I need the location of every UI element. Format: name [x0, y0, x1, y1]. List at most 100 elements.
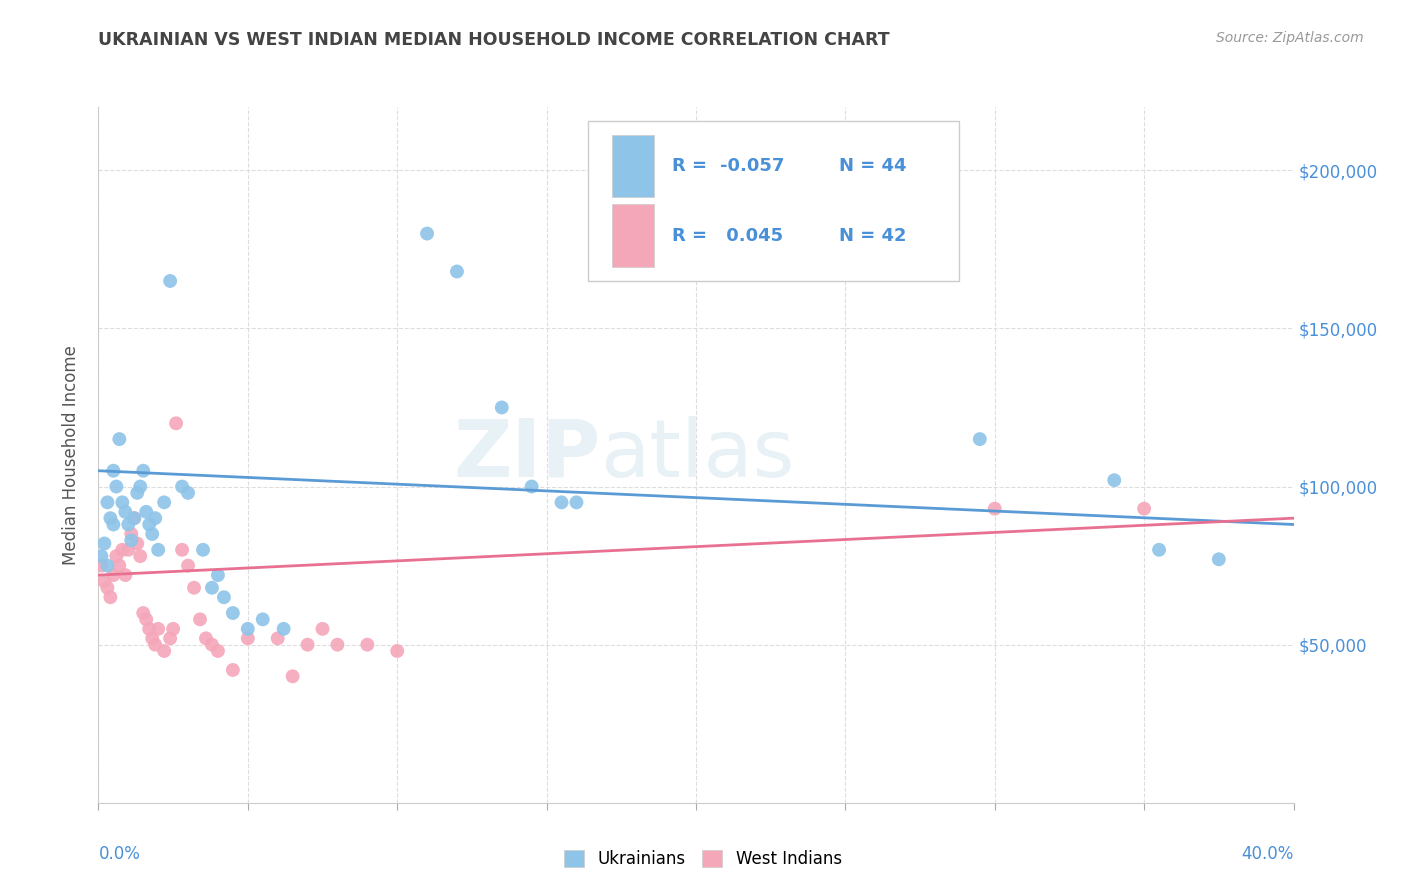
- Point: [195, 632, 218, 646]
- Text: N = 44: N = 44: [839, 157, 907, 175]
- Point: [114, 568, 136, 582]
- Point: [103, 568, 125, 582]
- Point: [108, 432, 131, 446]
- Point: [416, 227, 439, 241]
- Point: [138, 517, 160, 532]
- Point: [90, 558, 112, 573]
- Point: [273, 622, 295, 636]
- Point: [100, 511, 122, 525]
- Point: [143, 638, 166, 652]
- Point: [201, 581, 224, 595]
- Point: [172, 542, 194, 557]
- Point: [191, 542, 214, 557]
- Point: [159, 632, 181, 646]
- Point: [117, 542, 139, 557]
- Point: [281, 669, 304, 683]
- Text: ZIP: ZIP: [453, 416, 600, 494]
- Point: [108, 558, 131, 573]
- Point: [326, 638, 349, 652]
- Point: [267, 632, 290, 646]
- Point: [165, 417, 187, 431]
- Text: R =: R =: [672, 157, 713, 175]
- Point: [124, 511, 146, 525]
- Point: [132, 606, 155, 620]
- Point: [135, 612, 157, 626]
- Point: [1147, 542, 1170, 557]
- Point: [207, 644, 229, 658]
- Point: [297, 638, 319, 652]
- Point: [143, 511, 166, 525]
- Point: [162, 622, 184, 636]
- Point: [93, 574, 115, 589]
- Point: [491, 401, 513, 415]
- Point: [1104, 473, 1126, 487]
- Point: [201, 638, 224, 652]
- Point: [141, 527, 163, 541]
- Point: [177, 558, 200, 573]
- Point: [188, 612, 211, 626]
- Point: [90, 549, 112, 563]
- Point: [520, 479, 543, 493]
- FancyBboxPatch shape: [613, 135, 654, 197]
- Point: [96, 495, 118, 509]
- Point: [96, 581, 118, 595]
- Point: [93, 536, 115, 550]
- Text: N = 42: N = 42: [839, 227, 907, 244]
- Point: [103, 464, 125, 478]
- Point: [114, 505, 136, 519]
- Point: [172, 479, 194, 493]
- Point: [252, 612, 274, 626]
- Point: [385, 644, 409, 658]
- Point: [141, 632, 163, 646]
- Point: [207, 568, 229, 582]
- Point: [127, 536, 149, 550]
- Text: 0.045: 0.045: [720, 227, 783, 244]
- Text: 0.0%: 0.0%: [98, 845, 141, 863]
- Point: [124, 511, 146, 525]
- FancyBboxPatch shape: [588, 121, 959, 281]
- Text: atlas: atlas: [600, 416, 794, 494]
- Point: [1208, 552, 1230, 566]
- Point: [222, 606, 245, 620]
- Point: [984, 501, 1007, 516]
- Point: [105, 549, 128, 563]
- Point: [969, 432, 991, 446]
- Point: [138, 622, 160, 636]
- Point: [111, 495, 134, 509]
- Point: [148, 622, 170, 636]
- Point: [446, 264, 468, 278]
- Legend: Ukrainians, West Indians: Ukrainians, West Indians: [558, 843, 848, 875]
- Point: [132, 464, 155, 478]
- Point: [120, 533, 142, 548]
- Point: [177, 486, 200, 500]
- Point: [236, 622, 259, 636]
- Point: [565, 495, 588, 509]
- Point: [117, 517, 139, 532]
- Point: [550, 495, 572, 509]
- Text: 40.0%: 40.0%: [1241, 845, 1294, 863]
- Point: [129, 479, 152, 493]
- Point: [105, 479, 128, 493]
- Text: UKRAINIAN VS WEST INDIAN MEDIAN HOUSEHOLD INCOME CORRELATION CHART: UKRAINIAN VS WEST INDIAN MEDIAN HOUSEHOL…: [98, 31, 890, 49]
- Point: [103, 517, 125, 532]
- Point: [236, 632, 259, 646]
- Point: [96, 558, 118, 573]
- Point: [100, 591, 122, 605]
- Point: [148, 542, 170, 557]
- Point: [127, 486, 149, 500]
- Point: [356, 638, 378, 652]
- Point: [153, 495, 176, 509]
- Point: [129, 549, 152, 563]
- Text: -0.057: -0.057: [720, 157, 785, 175]
- Point: [159, 274, 181, 288]
- Point: [120, 527, 142, 541]
- FancyBboxPatch shape: [613, 204, 654, 267]
- Point: [311, 622, 333, 636]
- Y-axis label: Median Household Income: Median Household Income: [62, 345, 80, 565]
- Text: Source: ZipAtlas.com: Source: ZipAtlas.com: [1216, 31, 1364, 45]
- Point: [135, 505, 157, 519]
- Point: [212, 591, 235, 605]
- Point: [183, 581, 205, 595]
- Point: [153, 644, 176, 658]
- Point: [111, 542, 134, 557]
